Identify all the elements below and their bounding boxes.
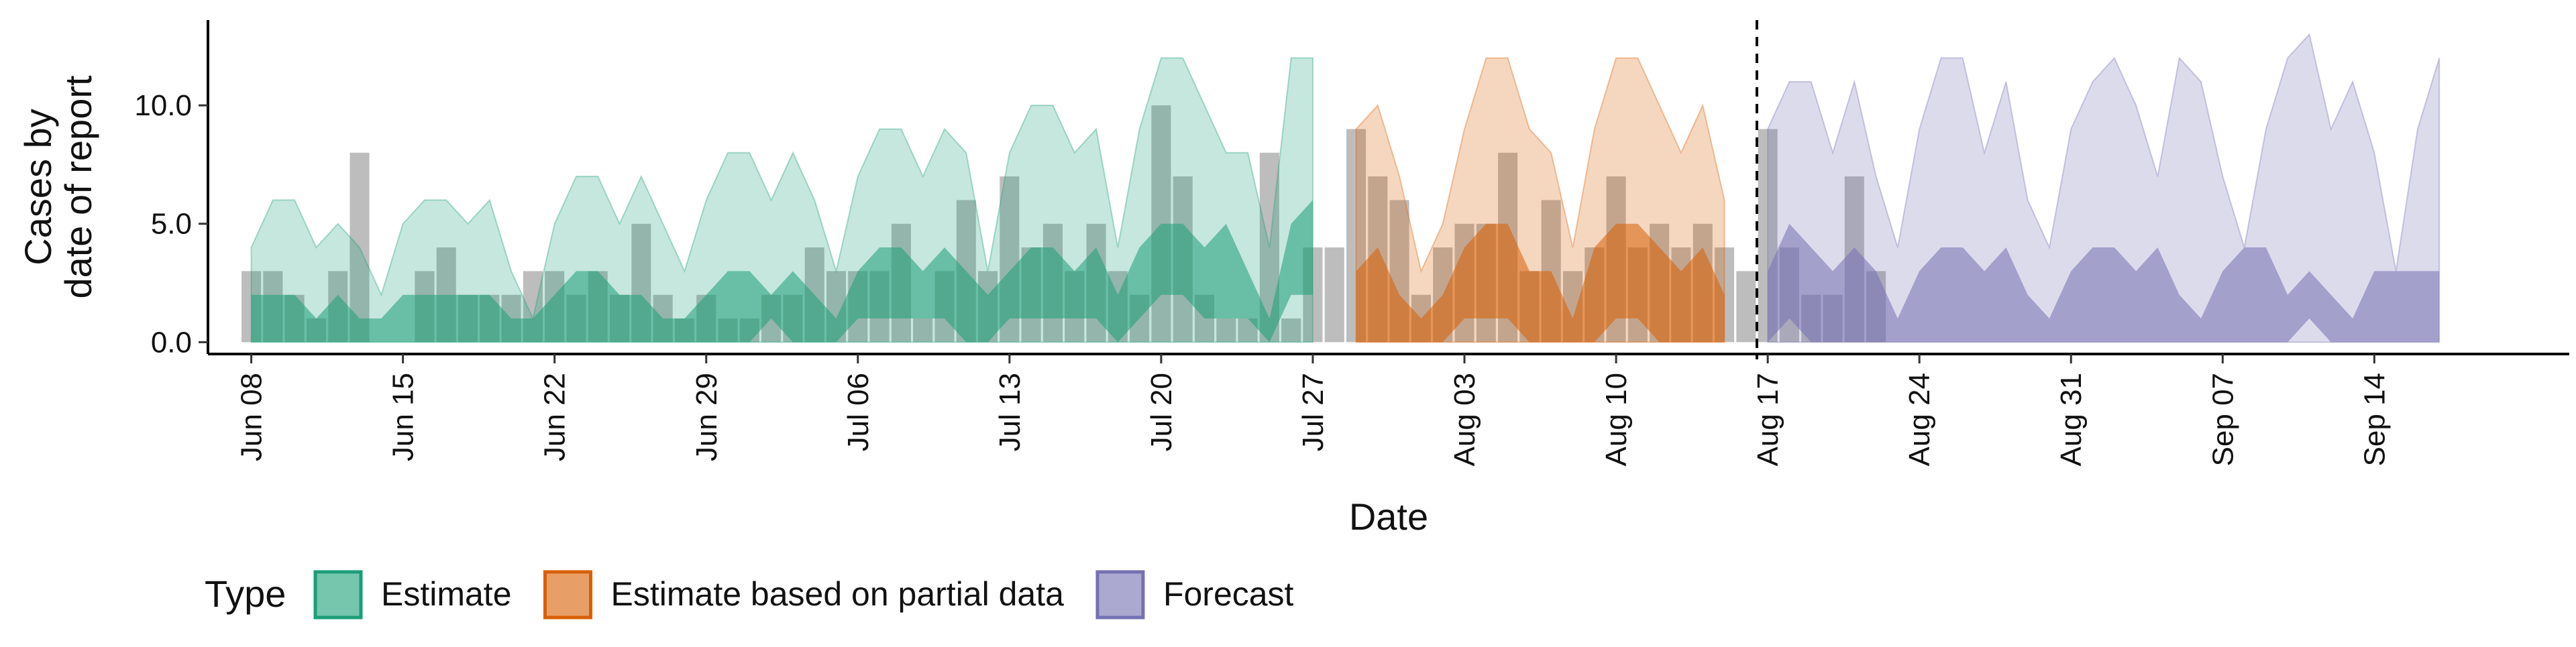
reported-cases-bar <box>350 152 370 343</box>
x-tick-label: Jul 27 <box>1297 373 1330 451</box>
legend-label-forecast: Forecast <box>1163 575 1294 613</box>
reported-cases-bar <box>1216 318 1236 343</box>
legend-label-estimate: Estimate <box>381 575 512 613</box>
x-tick-label: Jul 06 <box>842 373 875 451</box>
y-axis-title-line: Cases by <box>17 109 59 265</box>
x-tick-label: Jul 13 <box>994 373 1026 451</box>
x-tick-label: Jun 29 <box>690 373 723 461</box>
x-axis-title: Date <box>1349 495 1428 538</box>
x-tick-label: Sep 14 <box>2358 373 2391 466</box>
x-tick-label: Aug 03 <box>1448 373 1481 466</box>
x-tick-label: Jun 22 <box>539 373 572 461</box>
forecast-inner-band <box>1768 223 2440 343</box>
bands-layer <box>250 33 2440 343</box>
x-tick-label: Aug 10 <box>1600 373 1633 466</box>
estimate-inner-band <box>251 200 1313 343</box>
legend-title: Type <box>205 573 286 615</box>
x-tick-label: Jul 20 <box>1145 373 1178 451</box>
reported-cases-bar <box>1324 247 1344 343</box>
y-tick-label: 5.0 <box>151 208 192 241</box>
partial-estimate-inner-band <box>1356 223 1725 343</box>
x-tick-label: Aug 17 <box>1752 373 1784 466</box>
x-tick-label: Jun 15 <box>387 373 420 461</box>
reported-cases-bar <box>913 318 933 343</box>
x-tick-label: Jun 08 <box>235 373 268 461</box>
x-tick-label: Aug 31 <box>2055 373 2088 466</box>
y-tick-label: 0.0 <box>151 326 192 359</box>
x-tick-label: Sep 07 <box>2206 373 2239 466</box>
axes-layer: 0.0 5.0 10.0 Jun 08 Jun 15 Jun 22 Jun 29 Jul 06… <box>17 20 2569 538</box>
legend-swatch-estimate <box>313 570 363 620</box>
legend-layer: Type Estimate Estimate based on partial da… <box>205 570 1294 620</box>
legend-label-partial: Estimate based on partial data <box>611 575 1065 613</box>
x-tick-label: Aug 24 <box>1903 373 1936 466</box>
y-axis-title: Cases bydate of report <box>17 75 99 299</box>
y-axis-title-line: date of report <box>57 75 99 299</box>
y-tick-label: 10.0 <box>134 89 192 122</box>
reported-cases-bar <box>1736 271 1756 343</box>
legend-swatch-partial <box>543 570 593 620</box>
legend-swatch-forecast <box>1095 570 1145 620</box>
reported-cases-bar <box>1281 318 1301 343</box>
